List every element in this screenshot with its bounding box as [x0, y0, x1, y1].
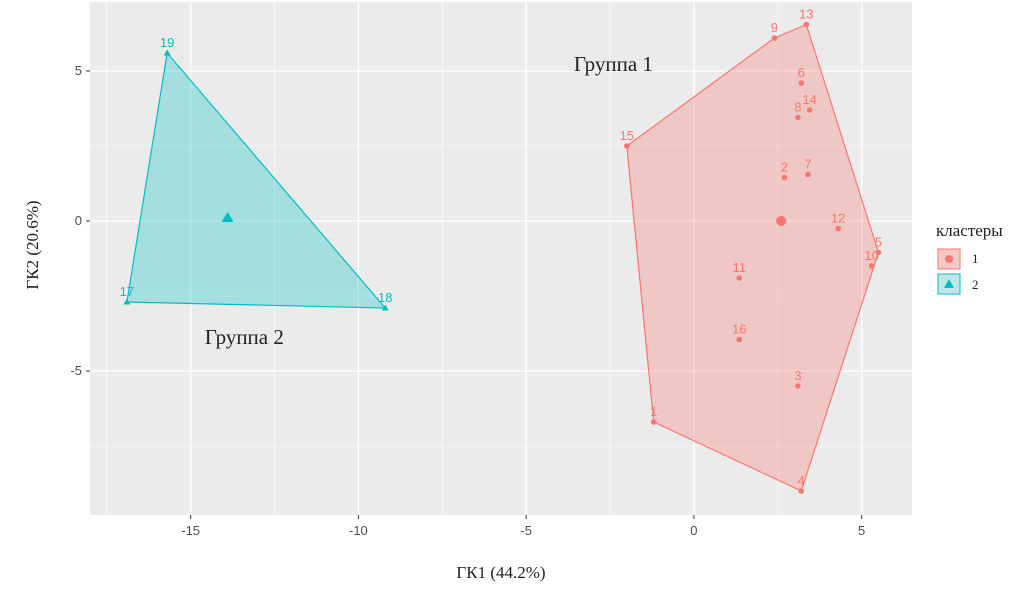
legend-item-1: 1	[937, 248, 979, 270]
cluster-centroid-2	[221, 212, 234, 222]
data-point	[806, 107, 813, 113]
x-axis-ticks: -15 -10 -5 0 5	[181, 515, 865, 538]
point-label: 13	[799, 7, 813, 22]
point-label: 15	[620, 128, 634, 143]
data-point	[771, 35, 778, 41]
data-point	[875, 249, 882, 256]
data-point	[795, 114, 801, 121]
data-point	[624, 143, 630, 149]
x-tick-label: 0	[690, 523, 697, 538]
grid-major	[90, 2, 912, 515]
y-axis-title: ГК2 (20.6%)	[23, 200, 42, 289]
point-label: 5	[875, 235, 882, 250]
cluster-hull-2	[126, 51, 387, 309]
data-point	[805, 171, 811, 178]
point-label: 9	[771, 20, 778, 35]
x-tick-label: -5	[520, 523, 532, 538]
data-point	[736, 336, 743, 343]
point-label: 6	[798, 65, 805, 80]
data-point	[798, 488, 805, 494]
data-point	[123, 298, 131, 305]
legend-label-1: 1	[972, 251, 979, 266]
y-axis-ticks: -5 0 5	[70, 63, 90, 378]
legend-title: кластеры	[936, 221, 1003, 240]
point-label: 2	[781, 160, 788, 175]
group-annotation: Группа 1	[574, 52, 653, 76]
data-point	[163, 49, 171, 56]
x-tick-label: 5	[858, 523, 865, 538]
point-label: 19	[160, 35, 174, 50]
point-label: 3	[794, 368, 801, 383]
point-label: 1	[650, 404, 657, 419]
plot-panel	[90, 2, 912, 515]
y-tick-label: -5	[70, 363, 82, 378]
cluster-hulls	[126, 23, 880, 492]
data-point	[798, 80, 805, 86]
legend: кластеры 1 2	[936, 221, 1003, 295]
data-point	[736, 275, 743, 281]
point-label: 17	[120, 284, 134, 299]
y-tick-label: 0	[75, 213, 82, 228]
group-annotation: Группа 2	[205, 325, 284, 349]
cluster-centroid-1	[776, 216, 787, 226]
x-axis-title: ГК1 (44.2%)	[456, 563, 545, 582]
y-tick-label: 5	[75, 63, 82, 78]
point-label: 10	[865, 248, 879, 263]
grid-minor	[90, 2, 912, 515]
data-point	[868, 263, 875, 269]
data-point	[803, 21, 810, 28]
point-label: 18	[378, 290, 392, 305]
point-label: 11	[732, 260, 746, 275]
data-point	[795, 383, 801, 389]
legend-item-2: 2	[937, 273, 979, 295]
legend-label-2: 2	[972, 277, 979, 292]
point-label: 12	[831, 211, 845, 226]
x-tick-label: -10	[349, 523, 368, 538]
legend-circle-icon	[945, 255, 953, 263]
point-label: 14	[802, 92, 816, 107]
x-tick-label: -15	[181, 523, 200, 538]
point-label: 8	[794, 100, 801, 115]
legend-triangle-icon	[944, 279, 954, 288]
data-points	[123, 21, 882, 494]
point-label: 7	[804, 157, 811, 172]
point-label: 4	[798, 473, 805, 488]
data-point	[781, 174, 788, 181]
point-label: 16	[732, 322, 746, 337]
data-point	[650, 419, 657, 425]
data-point	[835, 225, 841, 232]
data-point	[381, 304, 389, 311]
group-annotations: Группа 1 Группа 2	[205, 52, 653, 349]
